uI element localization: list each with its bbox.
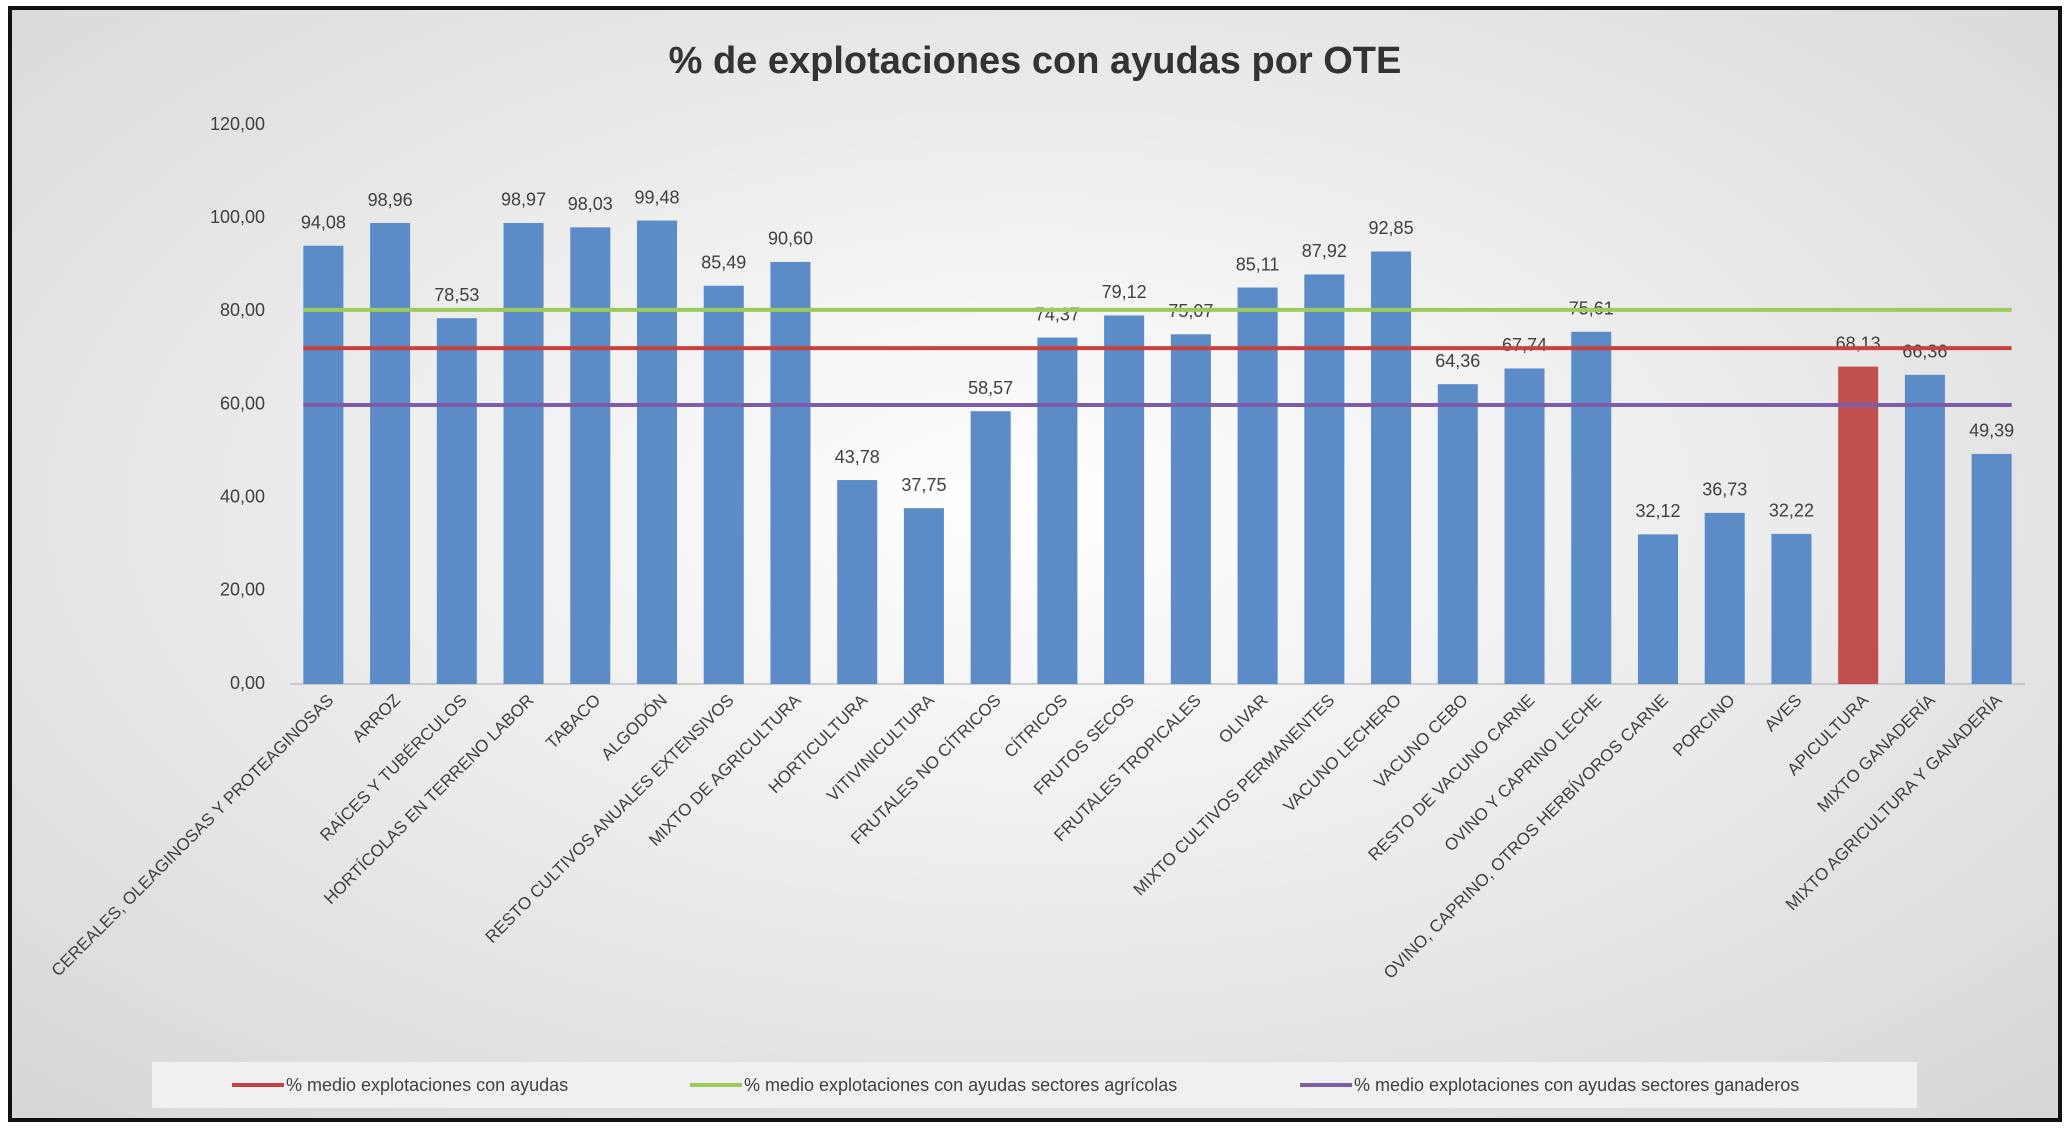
bar xyxy=(903,508,944,684)
bar xyxy=(1771,533,1812,684)
bar xyxy=(1637,534,1678,684)
bar xyxy=(503,222,544,684)
y-tick-label: 40,00 xyxy=(220,486,265,506)
data-label: 98,96 xyxy=(368,190,413,210)
bar xyxy=(1037,337,1078,684)
y-tick-label: 80,00 xyxy=(220,300,265,320)
legend-label: % medio explotaciones con ayudas sectore… xyxy=(744,1075,1177,1095)
legend-label: % medio explotaciones con ayudas sectore… xyxy=(1354,1075,1799,1095)
data-label: 68,13 xyxy=(1836,333,1881,353)
bar xyxy=(837,480,878,684)
y-tick-label: 0,00 xyxy=(230,673,265,693)
bar xyxy=(1971,453,2012,684)
bar xyxy=(1504,368,1545,684)
bar xyxy=(1237,287,1278,684)
data-label: 32,12 xyxy=(1635,501,1680,521)
legend xyxy=(152,1062,1917,1108)
bar xyxy=(1304,274,1345,684)
data-label: 87,92 xyxy=(1302,241,1347,261)
data-label: 58,57 xyxy=(968,378,1013,398)
y-tick-label: 60,00 xyxy=(220,393,265,413)
y-tick-label: 120,00 xyxy=(210,114,265,134)
bar xyxy=(1104,315,1145,684)
y-tick-label: 20,00 xyxy=(220,580,265,600)
data-label: 37,75 xyxy=(901,475,946,495)
bar xyxy=(1437,384,1478,684)
bar xyxy=(637,220,678,685)
bar xyxy=(770,261,811,684)
bar xyxy=(1704,512,1745,684)
bar xyxy=(303,245,344,684)
bar xyxy=(970,411,1011,684)
data-label: 90,60 xyxy=(768,229,813,249)
bar xyxy=(370,223,411,684)
data-label: 79,12 xyxy=(1102,282,1147,302)
data-label: 78,53 xyxy=(434,285,479,305)
data-label: 49,39 xyxy=(1969,421,2014,441)
data-label: 98,97 xyxy=(501,190,546,210)
data-label: 85,11 xyxy=(1236,254,1280,274)
data-label: 99,48 xyxy=(634,187,679,207)
data-label: 66,36 xyxy=(1902,342,1947,362)
legend-label: % medio explotaciones con ayudas xyxy=(286,1075,568,1095)
data-label: 64,36 xyxy=(1435,351,1480,371)
data-label: 32,22 xyxy=(1769,501,1814,521)
data-label: 85,49 xyxy=(701,253,746,273)
bar xyxy=(436,318,477,684)
y-tick-label: 100,00 xyxy=(210,207,265,227)
bar xyxy=(570,227,611,685)
chart-title: % de explotaciones con ayudas por OTE xyxy=(669,40,1402,82)
bar xyxy=(1170,334,1211,684)
data-label: 92,85 xyxy=(1369,218,1414,238)
bar xyxy=(703,285,744,684)
data-label: 36,73 xyxy=(1702,480,1747,500)
bar xyxy=(1838,366,1879,684)
bar xyxy=(1371,251,1412,684)
bar xyxy=(1904,374,1945,684)
data-label: 98,03 xyxy=(568,194,613,214)
data-label: 94,08 xyxy=(301,212,346,232)
data-label: 43,78 xyxy=(835,447,880,467)
data-label: 74,37 xyxy=(1035,304,1080,324)
bar xyxy=(1571,331,1612,684)
data-label: 67,74 xyxy=(1502,335,1547,355)
